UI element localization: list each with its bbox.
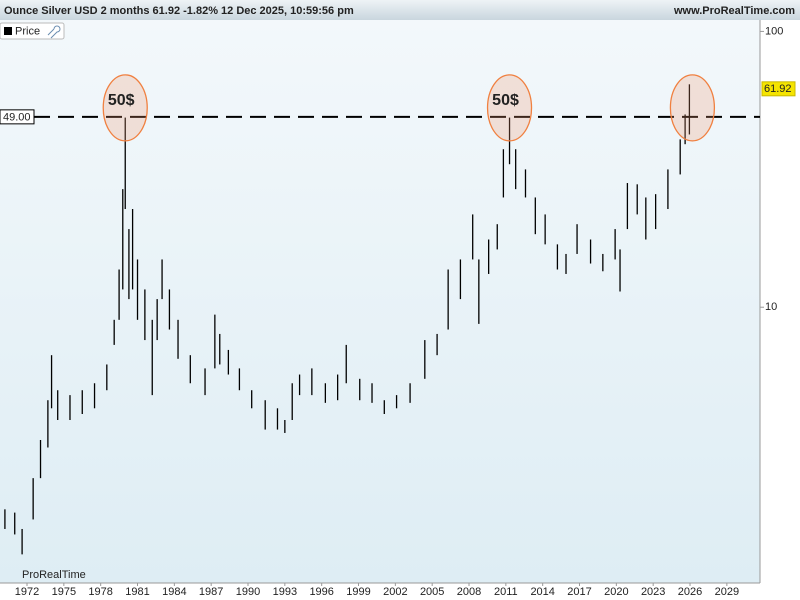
x-tick-label: 2008 [457, 586, 481, 598]
x-tick-label: 2011 [494, 586, 518, 598]
source: www.ProRealTime.com [673, 5, 795, 17]
chart-title: Ounce Silver USD 2 months 61.92 -1.82% 1… [4, 5, 354, 17]
x-tick-label: 2005 [420, 586, 444, 598]
header-bar [0, 0, 800, 20]
x-tick-label: 2029 [715, 586, 739, 598]
highlight-circle [102, 74, 148, 142]
x-tick-label: 2026 [678, 586, 702, 598]
x-tick-label: 1984 [162, 586, 186, 598]
y-tick-label: 10 [765, 301, 777, 313]
x-tick-label: 2023 [641, 586, 665, 598]
x-tick-label: 1990 [236, 586, 260, 598]
annotation: 50$ [108, 92, 135, 109]
x-tick-label: 1996 [309, 586, 333, 598]
x-tick-label: 1981 [125, 586, 149, 598]
x-tick-label: 2002 [383, 586, 407, 598]
x-tick-label: 1993 [273, 586, 297, 598]
reference-label-box [0, 109, 35, 125]
settings-icon[interactable] [47, 25, 61, 39]
watermark: ProRealTime [22, 569, 86, 581]
last-price-label: 61.92 [764, 83, 792, 95]
x-tick-label: 1999 [346, 586, 370, 598]
highlight-circle [486, 74, 533, 142]
x-tick-label: 1975 [52, 586, 76, 598]
highlight-circle [669, 74, 716, 142]
y-tick-label: 100 [765, 25, 783, 37]
x-tick-label: 2014 [530, 586, 554, 598]
x-tick-label: 1978 [88, 586, 112, 598]
legend-swatch [4, 27, 12, 35]
x-tick-label: 2020 [604, 586, 628, 598]
last-price-box [761, 81, 796, 97]
plot-area [0, 20, 760, 583]
x-tick-label: 2017 [567, 586, 591, 598]
annotation: 50$ [492, 92, 519, 109]
x-tick-label: 1972 [15, 586, 39, 598]
legend-label: Price [15, 25, 40, 37]
x-tick-label: 1987 [199, 586, 223, 598]
reference-label: 49.00 [3, 111, 31, 123]
